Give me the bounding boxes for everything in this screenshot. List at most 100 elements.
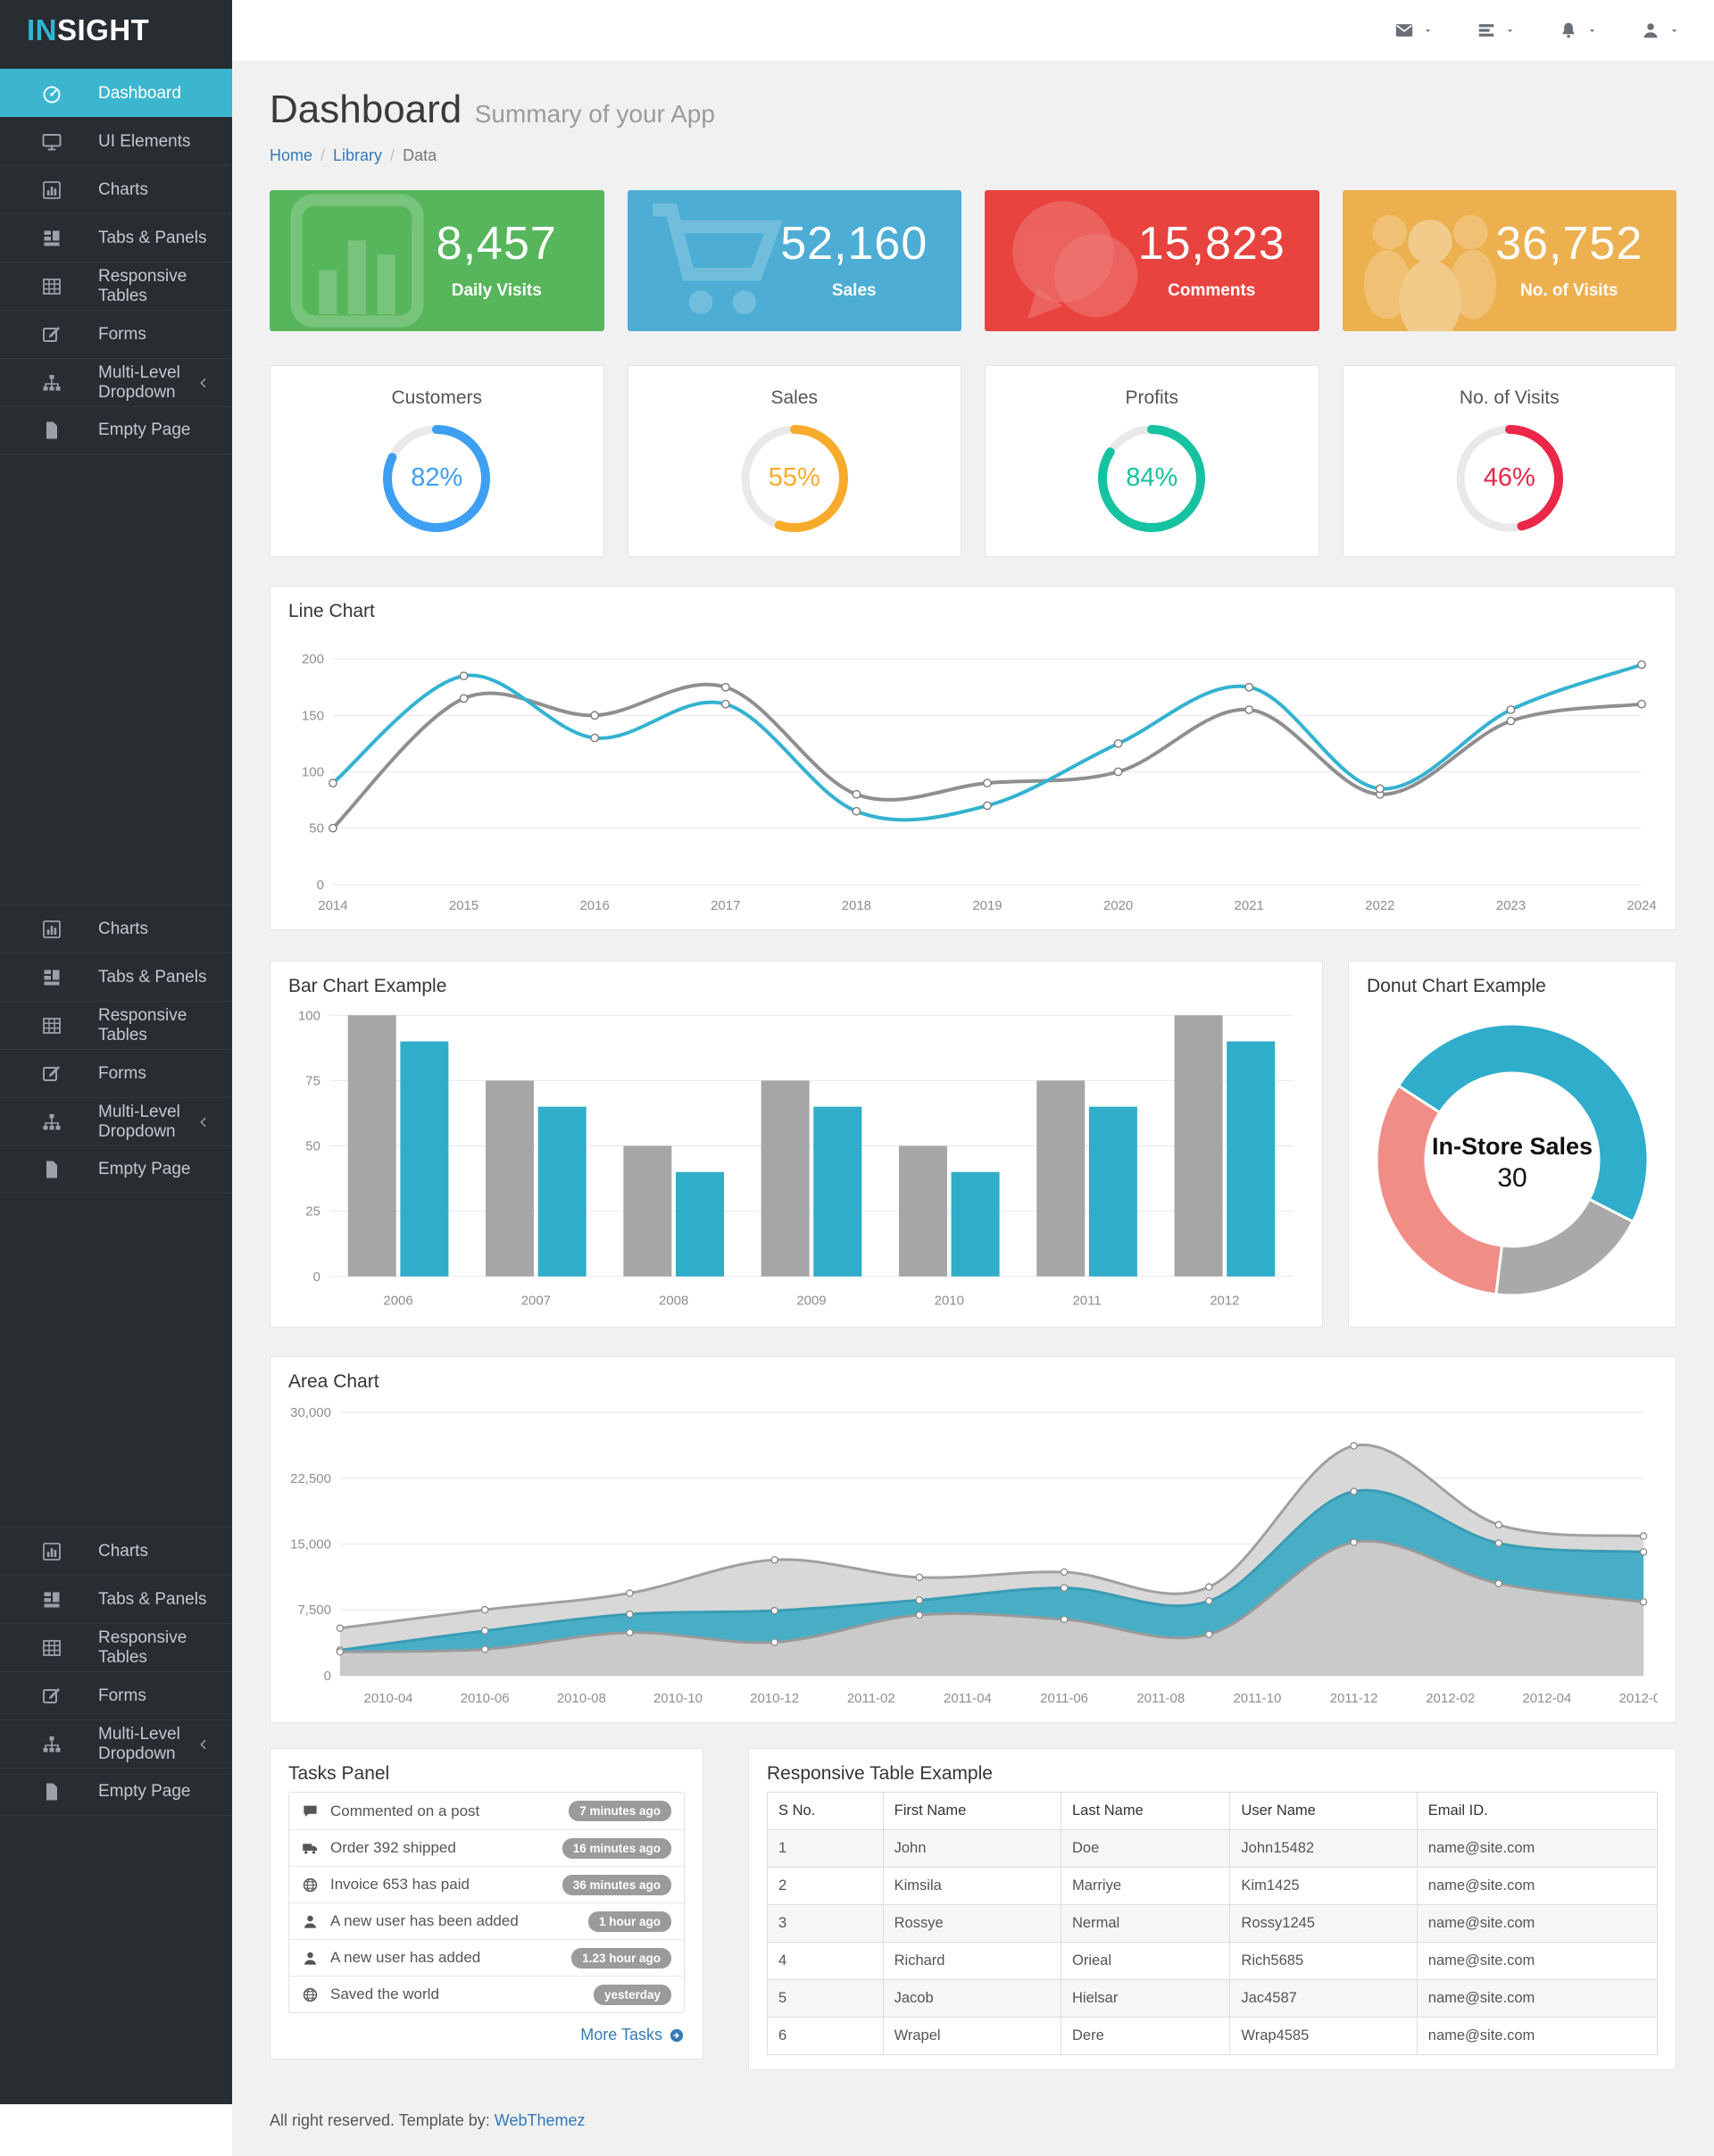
- sidebar-item-forms[interactable]: Forms: [0, 1671, 232, 1719]
- table-col-header: S No.: [767, 1792, 884, 1830]
- svg-text:30: 30: [1497, 1163, 1527, 1193]
- progress-card-profits: Profits 84%: [985, 365, 1319, 557]
- gauge-icon: [41, 83, 62, 104]
- svg-text:2012: 2012: [1210, 1294, 1239, 1309]
- table-icon: [41, 1637, 62, 1659]
- page-subtitle: Summary of your App: [474, 100, 715, 128]
- area-chart-panel: Area Chart 0 7,500 15,000 22,500 30,000 2010-…: [270, 1356, 1677, 1723]
- sidebar-item-label: Empty Page: [98, 1782, 191, 1801]
- svg-text:2024: 2024: [1627, 898, 1656, 913]
- footer-link[interactable]: WebThemez: [494, 2111, 586, 2129]
- sidebar-item-label: Empty Page: [98, 420, 191, 439]
- task-time-badge: 7 minutes ago: [569, 1801, 671, 1821]
- table-cell: Kim1425: [1229, 1867, 1418, 1905]
- task-time-badge: yesterday: [593, 1984, 671, 2005]
- progress-ring: 82%: [378, 420, 495, 537]
- svg-text:In-Store Sales: In-Store Sales: [1432, 1133, 1593, 1160]
- sidebar-item-empty-page[interactable]: Empty Page: [0, 1768, 232, 1816]
- breadcrumb: Home / Library / Data: [270, 146, 1677, 165]
- panels-icon: [41, 228, 62, 249]
- table-cell: Nermal: [1060, 1904, 1231, 1943]
- table-cell: Richard: [882, 1942, 1062, 1980]
- task-text: A new user has added: [330, 1949, 481, 1966]
- sidebar-item-charts[interactable]: Charts: [0, 904, 232, 953]
- tasks-menu-button[interactable]: [1477, 21, 1516, 40]
- sidebar-item-tabs-panels[interactable]: Tabs & Panels: [0, 953, 232, 1001]
- progress-card-customers: Customers 82%: [270, 365, 604, 557]
- comment-icon: [302, 1802, 319, 1819]
- stat-label: Daily Visits: [451, 281, 542, 300]
- sidebar-item-responsive-tables[interactable]: Responsive Tables: [0, 262, 232, 310]
- table-icon: [41, 276, 62, 297]
- task-time-badge: 36 minutes ago: [562, 1874, 671, 1895]
- user-menu-button[interactable]: [1641, 21, 1680, 40]
- svg-text:2011-08: 2011-08: [1136, 1691, 1185, 1706]
- sidebar-item-label: Multi-Level Dropdown: [98, 1102, 180, 1141]
- sidebar-item-empty-page[interactable]: Empty Page: [0, 406, 232, 454]
- svg-text:2017: 2017: [711, 898, 740, 913]
- bars-icon: [41, 1541, 62, 1562]
- sidebar-item-multi-level-dropdown[interactable]: Multi-Level Dropdown: [0, 358, 232, 406]
- svg-text:25: 25: [305, 1204, 320, 1220]
- progress-card-title: Customers: [391, 387, 483, 408]
- table-cell: Rich5685: [1229, 1942, 1418, 1980]
- sidebar-item-charts[interactable]: Charts: [0, 165, 232, 213]
- table-cell: John15482: [1229, 1829, 1418, 1868]
- svg-text:2023: 2023: [1496, 898, 1526, 913]
- sidebar-item-charts[interactable]: Charts: [0, 1527, 232, 1575]
- sidebar-item-dashboard[interactable]: Dashboard: [0, 69, 232, 117]
- sitemap-icon: [41, 1111, 62, 1133]
- sidebar-item-ui-elements[interactable]: UI Elements: [0, 117, 232, 165]
- sidebar-item-forms[interactable]: Forms: [0, 310, 232, 358]
- breadcrumb-item-home[interactable]: Home: [270, 146, 313, 164]
- responsive-table: S No. First Name Last Name User Name Email I…: [767, 1792, 1659, 2055]
- table-cell: name@site.com: [1416, 2017, 1659, 2055]
- edit-icon: [41, 1686, 62, 1707]
- donut-chart-panel: Donut Chart Example In-Store Sales 30: [1348, 961, 1677, 1328]
- sidebar-item-multi-level-dropdown[interactable]: Multi-Level Dropdown: [0, 1719, 232, 1768]
- table-cell: John: [882, 1829, 1062, 1868]
- svg-text:2020: 2020: [1103, 898, 1133, 913]
- stat-cards-row: 8,457 Daily Visits 52,160 Sales 15,823 Commen…: [270, 190, 1677, 331]
- bell-menu-button[interactable]: [1559, 21, 1598, 40]
- svg-text:0: 0: [313, 1269, 320, 1285]
- sidebar-item-multi-level-dropdown[interactable]: Multi-Level Dropdown: [0, 1097, 232, 1145]
- file-icon: [41, 420, 62, 441]
- svg-text:2012-04: 2012-04: [1522, 1691, 1571, 1706]
- progress-ring: 46%: [1451, 420, 1568, 537]
- task-time-badge: 16 minutes ago: [562, 1837, 671, 1859]
- sidebar-item-label: Charts: [98, 919, 148, 938]
- sidebar-item-tabs-panels[interactable]: Tabs & Panels: [0, 213, 232, 262]
- stat-label: Comments: [1168, 281, 1256, 300]
- table-cell: Hielsar: [1060, 1979, 1231, 2018]
- table-cell: 2: [767, 1867, 884, 1905]
- caret-down-icon: [1586, 25, 1598, 37]
- table-row: 4 Richard Orieal Rich5685 name@site.com: [767, 1942, 1659, 1980]
- sidebar-item-label: UI Elements: [98, 131, 191, 151]
- svg-text:2010: 2010: [935, 1294, 964, 1309]
- table-row: 2 Kimsila Marriye Kim1425 name@site.com: [767, 1867, 1659, 1905]
- sidebar-item-responsive-tables[interactable]: Responsive Tables: [0, 1623, 232, 1671]
- tasks-list: Commented on a post 7 minutes ago Order 39…: [288, 1792, 685, 2013]
- sidebar-item-forms[interactable]: Forms: [0, 1049, 232, 1097]
- sidebar-item-label: Charts: [98, 179, 148, 199]
- sidebar: INSIGHT Dashboard UI Elements Charts Tabs &…: [0, 0, 232, 2104]
- envelope-menu-button[interactable]: [1394, 21, 1434, 40]
- sidebar-item-label: Charts: [98, 1541, 148, 1561]
- arrow-circle-right-icon: [669, 2027, 685, 2044]
- sidebar-item-responsive-tables[interactable]: Responsive Tables: [0, 1001, 232, 1049]
- table-cell: name@site.com: [1416, 1979, 1659, 2018]
- sidebar-item-empty-page[interactable]: Empty Page: [0, 1145, 232, 1194]
- task-time-badge: 1 hour ago: [587, 1910, 671, 1932]
- globe-icon: [302, 1986, 319, 2003]
- table-col-header: First Name: [882, 1792, 1062, 1830]
- bars-icon: [41, 919, 62, 940]
- monitor-icon: [41, 131, 62, 153]
- sidebar-item-tabs-panels[interactable]: Tabs & Panels: [0, 1575, 232, 1623]
- wchart-watermark-icon: [286, 190, 428, 331]
- progress-card-title: Profits: [1125, 387, 1178, 408]
- more-tasks-link[interactable]: More Tasks: [580, 2026, 685, 2044]
- sitemap-icon: [41, 372, 62, 394]
- stat-label: Sales: [831, 281, 877, 300]
- breadcrumb-item-library[interactable]: Library: [333, 146, 383, 164]
